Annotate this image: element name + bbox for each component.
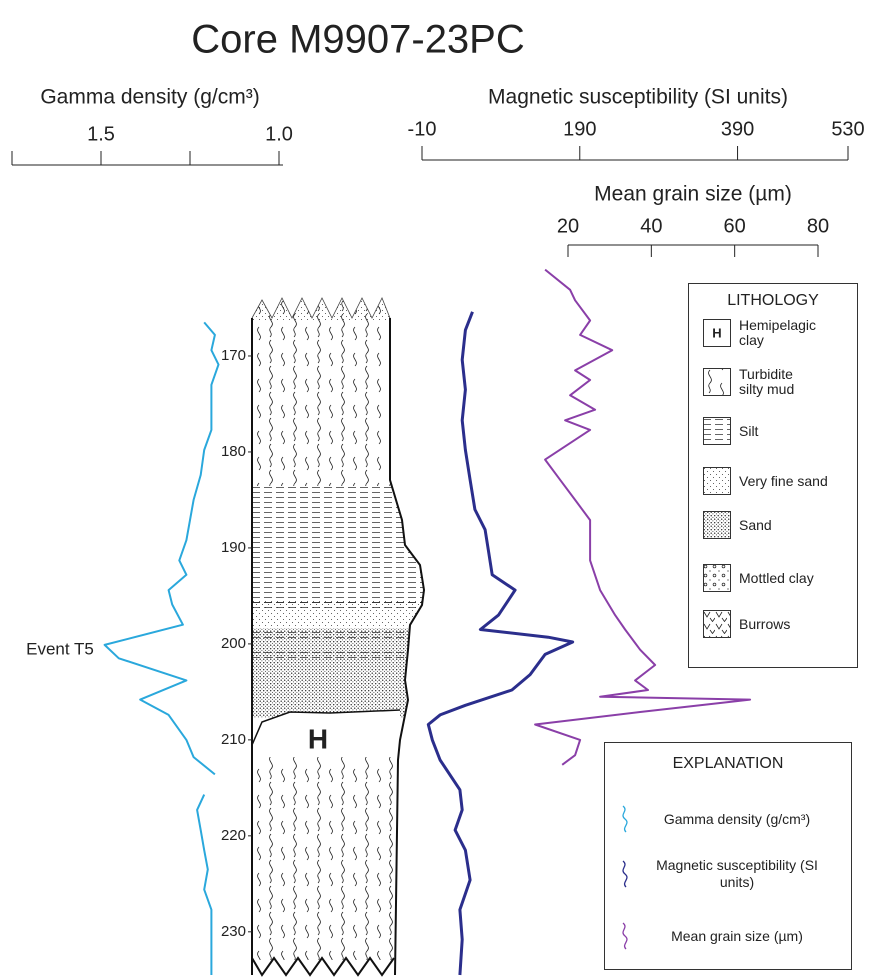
legend-label: Mean grain size (µm) [631,928,843,945]
x-tick-label: 20 [557,215,579,237]
legend-swatch [619,860,631,888]
core-label: H [308,723,328,754]
legend-item: Mottled clay [703,564,839,592]
legend-title: LITHOLOGY [689,292,857,310]
legend-label: Silt [739,424,839,439]
legend-swatch [703,564,731,592]
swatch-line [623,806,627,832]
legend-item: Very fine sand [703,467,839,495]
lithology-legend: LITHOLOGY H Hemipelagic clay Turbidite sil… [688,283,858,668]
x-tick-label: 390 [721,118,754,140]
x-tick-label: 1.0 [265,123,293,145]
x-tick-label: -10 [408,118,437,140]
legend-label: Mottled clay [739,571,839,586]
x-tick-label: 60 [724,215,746,237]
legend-swatch [703,610,731,638]
legend-item: H Hemipelagic clay [703,318,809,348]
legend-swatch [619,922,631,950]
swatch-line [623,923,627,949]
y-tick-label: 170 [221,347,246,364]
explanation-legend: EXPLANATION Gamma density (g/cm³) Magneti… [604,742,852,970]
legend-item: Turbidite silty mud [703,367,809,397]
legend-swatch [703,467,731,495]
y-tick-label: 200 [221,635,246,652]
legend-item: Sand [703,511,839,539]
legend-label: Sand [739,518,839,533]
data-line [428,312,572,975]
swatch-symbol: H [712,325,721,340]
swatch-box [704,565,731,592]
x-tick-label: 190 [563,118,596,140]
legend-swatch [703,511,731,539]
legend-item: Gamma density (g/cm³) [619,799,843,839]
data-line [105,322,219,975]
legend-swatch [703,417,731,445]
x-tick-label: 530 [831,118,864,140]
swatch-box [704,369,731,396]
y-tick-label: 180 [221,443,246,460]
event-label: Event T5 [26,639,94,658]
axis-title: Mean grain size (µm) [594,183,792,206]
y-tick-label: 190 [221,539,246,556]
axis-title: Gamma density (g/cm³) [40,86,259,109]
swatch-box [704,418,731,445]
swatch-box [704,468,731,495]
legend-label: Very fine sand [739,474,839,489]
core-column [250,296,430,967]
legend-title: EXPLANATION [605,755,851,773]
chart-title: Core M9907-23PC [191,18,525,62]
x-tick-label: 1.5 [87,123,115,145]
swatch-box [704,512,731,539]
legend-label: Gamma density (g/cm³) [631,811,843,828]
y-tick-label: 210 [221,731,246,748]
swatch-box [704,611,731,638]
figure: Core M9907-23PC H Event T5 170 180 190 200 2… [0,0,869,979]
legend-label: Burrows [739,617,839,632]
legend-item: Burrows [703,610,839,638]
legend-item: Magnetic susceptibility (SI units) [619,854,843,894]
legend-label: Hemipelagic clay [739,318,809,348]
legend-item: Silt [703,417,839,445]
legend-swatch [619,805,631,833]
x-tick-label: 40 [640,215,662,237]
x-tick-label: 80 [807,215,829,237]
legend-label: Magnetic susceptibility (SI units) [631,857,843,891]
y-tick-label: 230 [221,923,246,940]
legend-item: Mean grain size (µm) [619,916,843,956]
legend-swatch [703,368,731,396]
legend-label: Turbidite silty mud [739,367,809,397]
core-bottom [252,958,394,975]
axis-title: Magnetic susceptibility (SI units) [488,86,788,109]
y-tick-label: 220 [221,827,246,844]
legend-swatch: H [703,319,731,347]
swatch-line [623,861,627,887]
